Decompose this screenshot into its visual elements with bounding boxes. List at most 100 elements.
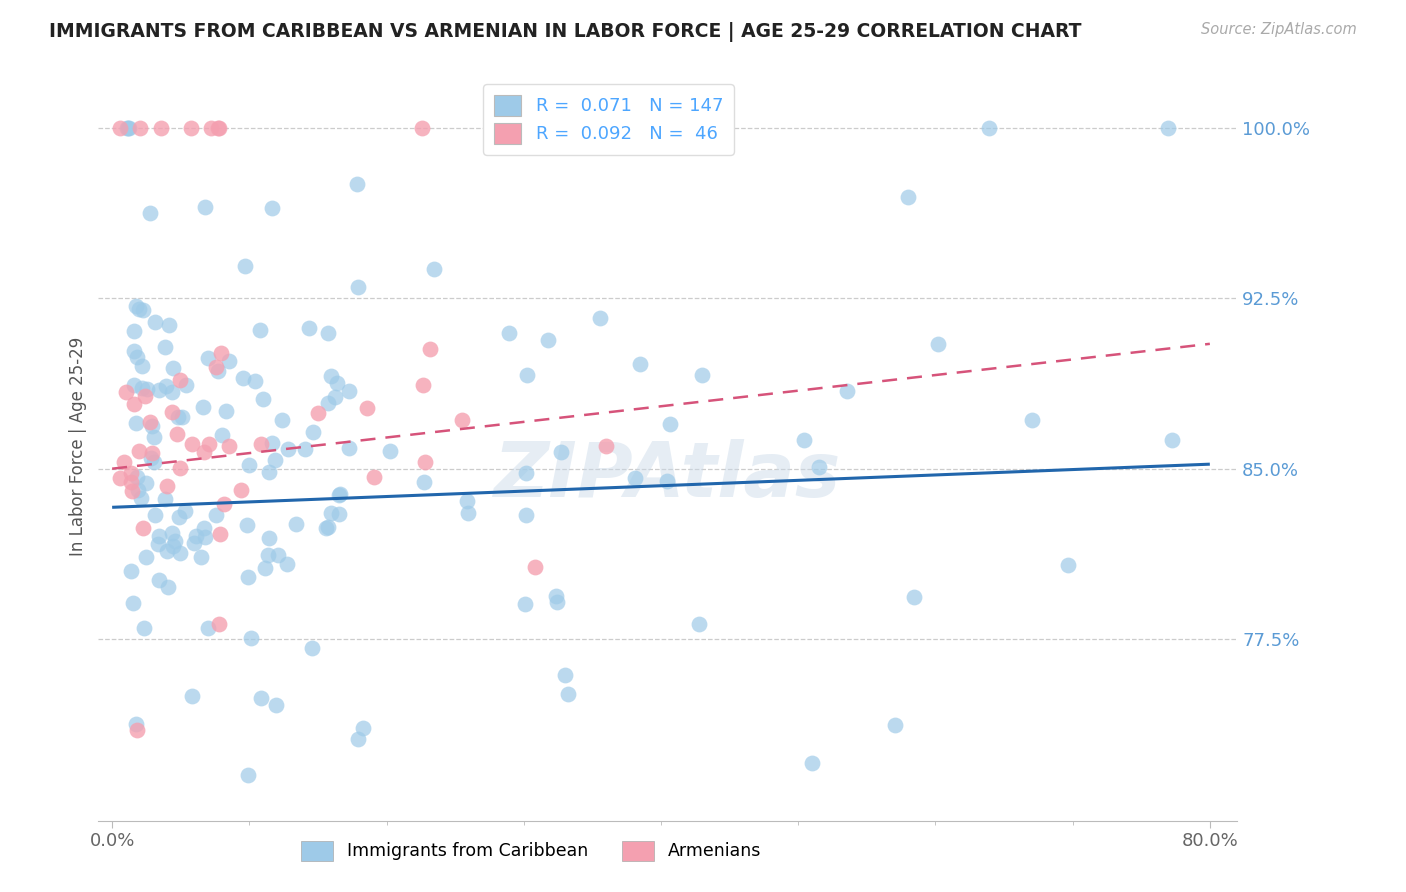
Point — [628, 357, 651, 371]
Point — [236, 518, 259, 533]
Point — [793, 434, 815, 448]
Point — [169, 546, 191, 560]
Point — [256, 548, 278, 562]
Point — [897, 190, 920, 204]
Point — [557, 687, 579, 701]
Point — [194, 200, 217, 214]
Point — [294, 442, 316, 457]
Point — [215, 404, 238, 418]
Point — [173, 504, 195, 518]
Point — [208, 617, 231, 632]
Point — [129, 491, 152, 505]
Point — [979, 121, 1001, 136]
Point — [142, 455, 165, 469]
Point — [550, 445, 572, 459]
Point — [153, 340, 176, 354]
Point — [412, 475, 434, 489]
Point — [148, 529, 170, 543]
Point — [118, 121, 141, 136]
Point — [554, 668, 576, 682]
Point — [160, 384, 183, 399]
Point — [239, 631, 262, 645]
Point — [160, 404, 183, 418]
Point — [378, 444, 401, 458]
Point — [127, 470, 149, 484]
Point — [523, 559, 546, 574]
Point — [884, 718, 907, 732]
Point — [688, 617, 710, 632]
Point — [257, 465, 280, 479]
Point — [250, 437, 273, 451]
Point — [115, 121, 138, 136]
Point — [127, 483, 149, 497]
Point — [163, 534, 186, 549]
Point — [316, 520, 339, 534]
Point — [156, 478, 179, 492]
Text: IMMIGRANTS FROM CARIBBEAN VS ARMENIAN IN LABOR FORCE | AGE 25-29 CORRELATION CHA: IMMIGRANTS FROM CARIBBEAN VS ARMENIAN IN… — [49, 22, 1081, 42]
Point — [346, 177, 368, 191]
Point — [153, 491, 176, 506]
Point — [141, 446, 163, 460]
Text: ZIPAtlas: ZIPAtlas — [494, 439, 842, 513]
Point — [190, 549, 212, 564]
Point — [148, 537, 170, 551]
Point — [122, 344, 145, 359]
Point — [1160, 433, 1182, 447]
Point — [537, 333, 560, 347]
Point — [169, 373, 191, 387]
Point — [162, 360, 184, 375]
Point — [157, 318, 180, 333]
Point — [329, 487, 352, 501]
Point — [157, 580, 180, 594]
Point — [207, 121, 229, 136]
Legend: R =  0.071   N = 147, R =  0.092   N =  46: R = 0.071 N = 147, R = 0.092 N = 46 — [484, 84, 734, 154]
Point — [197, 351, 219, 366]
Point — [267, 548, 290, 562]
Point — [451, 413, 474, 427]
Point — [141, 419, 163, 434]
Point — [169, 460, 191, 475]
Point — [120, 466, 142, 480]
Point — [264, 698, 287, 712]
Point — [515, 466, 537, 480]
Point — [903, 590, 925, 604]
Point — [143, 315, 166, 329]
Point — [209, 346, 232, 360]
Point — [197, 621, 219, 635]
Point — [356, 401, 378, 415]
Point — [131, 303, 153, 318]
Point — [1021, 413, 1043, 427]
Point — [170, 409, 193, 424]
Point — [207, 363, 229, 377]
Point — [143, 430, 166, 444]
Point — [167, 510, 190, 524]
Point — [135, 550, 157, 565]
Point — [498, 326, 520, 341]
Point — [167, 410, 190, 425]
Point — [191, 400, 214, 414]
Point — [148, 383, 170, 397]
Point — [363, 470, 385, 484]
Point — [337, 441, 360, 455]
Point — [316, 326, 339, 340]
Point — [180, 436, 202, 450]
Point — [298, 321, 321, 335]
Point — [198, 437, 221, 451]
Point — [132, 521, 155, 535]
Point — [837, 384, 859, 398]
Point — [205, 359, 228, 374]
Point — [128, 301, 150, 316]
Point — [316, 396, 339, 410]
Point — [233, 259, 256, 273]
Point — [125, 723, 148, 737]
Point — [166, 427, 188, 442]
Point — [253, 560, 276, 574]
Point — [412, 378, 434, 392]
Point — [108, 471, 131, 485]
Point — [121, 596, 143, 610]
Point — [135, 476, 157, 491]
Point — [139, 415, 162, 429]
Point — [120, 564, 142, 578]
Point — [1157, 121, 1180, 136]
Point — [260, 435, 283, 450]
